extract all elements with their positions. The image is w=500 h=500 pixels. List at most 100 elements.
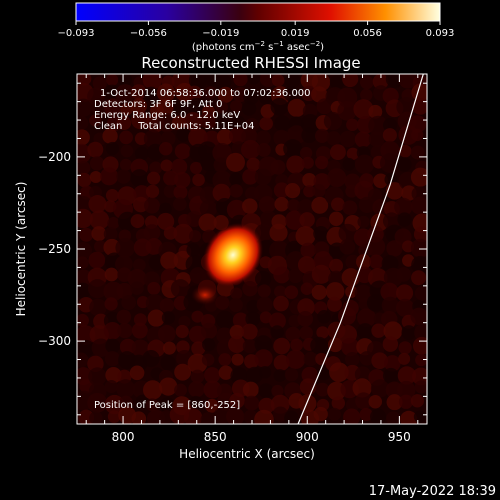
colorbar-tick-label: −0.019 bbox=[202, 28, 239, 39]
noise-speckle bbox=[133, 313, 147, 327]
noise-speckle bbox=[357, 215, 370, 228]
noise-speckle bbox=[366, 293, 385, 312]
noise-speckle bbox=[228, 335, 246, 354]
noise-speckle bbox=[299, 146, 313, 160]
noise-speckle bbox=[372, 74, 389, 90]
noise-speckle bbox=[174, 363, 192, 381]
noise-speckle bbox=[115, 237, 136, 258]
noise-speckle bbox=[410, 145, 425, 160]
noise-speckle bbox=[77, 313, 89, 327]
noise-speckle bbox=[142, 74, 163, 90]
noise-speckle bbox=[214, 113, 229, 128]
noise-speckle bbox=[244, 395, 260, 411]
noise-speckle bbox=[313, 406, 328, 422]
y-axis-title: Heliocentric Y (arcsec) bbox=[14, 182, 28, 317]
noise-speckle bbox=[254, 349, 273, 368]
noise-speckle bbox=[315, 155, 329, 170]
noise-speckle bbox=[104, 379, 118, 394]
noise-speckle bbox=[258, 196, 276, 214]
noise-speckle bbox=[163, 184, 177, 198]
noise-speckle bbox=[240, 139, 261, 160]
noise-speckle bbox=[242, 198, 258, 214]
noise-speckle bbox=[116, 379, 136, 399]
noise-speckle bbox=[215, 100, 228, 114]
noise-speckle bbox=[79, 227, 94, 242]
noise-speckle bbox=[157, 112, 177, 133]
noise-speckle bbox=[119, 158, 132, 171]
noise-speckle bbox=[204, 367, 221, 384]
noise-speckle bbox=[299, 212, 315, 228]
noise-speckle bbox=[104, 267, 119, 282]
energy-range-label: Energy Range: 6.0 - 12.0 keV bbox=[94, 110, 240, 121]
noise-speckle bbox=[115, 84, 136, 104]
noise-speckle bbox=[254, 409, 274, 424]
noise-speckle bbox=[297, 199, 315, 217]
noise-speckle bbox=[342, 74, 359, 88]
noise-speckle bbox=[283, 139, 303, 159]
noise-speckle bbox=[77, 172, 92, 188]
noise-speckle bbox=[157, 212, 175, 231]
image-noise-pattern bbox=[77, 74, 427, 424]
noise-speckle bbox=[273, 266, 291, 284]
noise-speckle bbox=[396, 380, 416, 400]
noise-speckle bbox=[356, 254, 372, 270]
noise-speckle bbox=[258, 397, 275, 414]
noise-speckle bbox=[91, 226, 107, 242]
x-tick-label: 800 bbox=[112, 430, 135, 444]
noise-speckle bbox=[228, 127, 247, 145]
noise-speckle bbox=[354, 284, 373, 303]
noise-speckle bbox=[256, 143, 271, 157]
noise-speckle bbox=[213, 157, 229, 173]
noise-speckle bbox=[231, 115, 245, 130]
noise-speckle bbox=[327, 168, 347, 188]
noise-speckle bbox=[410, 196, 427, 215]
x-axis-title: Heliocentric X (arcsec) bbox=[179, 447, 315, 461]
axis-ticks: 800 850 900 950 −200 −250 −300 bbox=[38, 74, 427, 444]
noise-speckle bbox=[299, 326, 314, 340]
noise-speckle bbox=[354, 366, 371, 383]
noise-speckle bbox=[107, 410, 121, 423]
noise-speckle bbox=[398, 144, 412, 158]
noise-speckle bbox=[382, 128, 397, 143]
noise-speckle bbox=[188, 381, 205, 398]
noise-speckle bbox=[384, 355, 401, 372]
noise-speckle bbox=[410, 167, 427, 187]
noise-speckle bbox=[186, 210, 203, 227]
noise-speckle bbox=[106, 74, 119, 86]
noise-speckle bbox=[339, 239, 356, 255]
noise-speckle bbox=[77, 282, 91, 299]
noise-speckle bbox=[242, 168, 259, 185]
colorbar bbox=[75, 2, 441, 22]
y-tick-label: −250 bbox=[38, 242, 71, 256]
noise-speckle bbox=[339, 130, 357, 148]
noise-speckle bbox=[225, 152, 246, 172]
noise-speckle bbox=[90, 98, 110, 117]
noise-speckle bbox=[159, 202, 172, 216]
noise-speckle bbox=[241, 128, 258, 145]
noise-speckle bbox=[188, 230, 202, 243]
noise-speckle bbox=[232, 312, 249, 329]
noise-speckle bbox=[104, 351, 120, 367]
noise-speckle bbox=[338, 223, 357, 243]
noise-speckle bbox=[397, 212, 412, 227]
noise-speckle bbox=[160, 251, 179, 270]
noise-speckle bbox=[269, 240, 289, 261]
noise-speckle bbox=[312, 184, 326, 198]
noise-speckle bbox=[346, 118, 359, 132]
noise-speckle bbox=[178, 315, 191, 328]
noise-speckle bbox=[91, 338, 111, 358]
noise-speckle bbox=[103, 98, 122, 117]
noise-speckle bbox=[120, 144, 134, 158]
noise-speckle bbox=[381, 296, 399, 314]
noise-speckle bbox=[273, 295, 289, 312]
noise-speckle bbox=[300, 242, 316, 258]
noise-speckle bbox=[89, 156, 105, 171]
noise-speckle bbox=[345, 351, 360, 367]
noise-speckle bbox=[129, 365, 145, 381]
noise-speckle bbox=[89, 411, 103, 424]
noise-speckle bbox=[326, 131, 341, 146]
noise-speckle bbox=[368, 104, 383, 119]
noise-speckle bbox=[303, 185, 316, 198]
noise-speckle bbox=[268, 312, 286, 330]
noise-speckle bbox=[147, 309, 165, 327]
